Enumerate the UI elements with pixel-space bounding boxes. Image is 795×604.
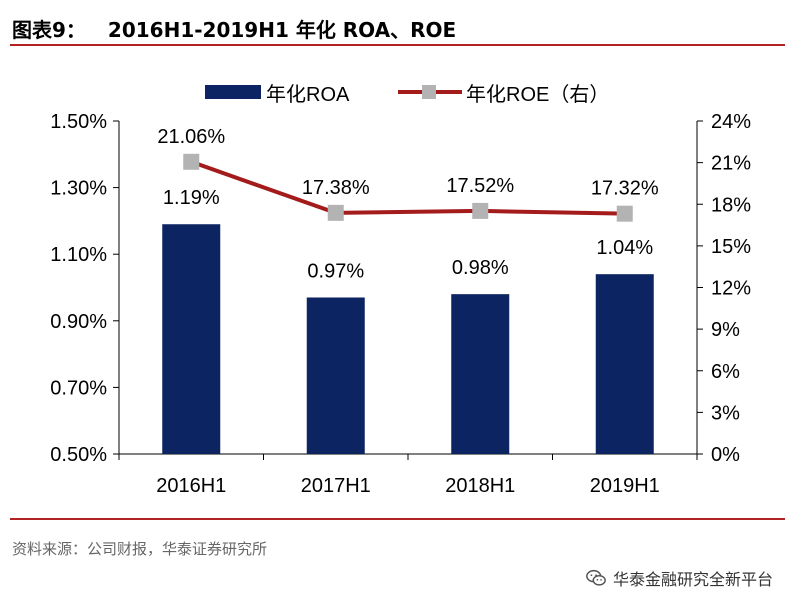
roa-data-label: 1.19% (163, 187, 220, 209)
x-tick-label: 2018H1 (445, 475, 515, 497)
roe-line (190, 159, 625, 216)
roa-bar (595, 274, 654, 454)
left-tick-label: 0.50% (50, 444, 107, 466)
bottom-divider (10, 518, 785, 520)
figure-title: 图表9： 2016H1-2019H1 年化 ROA、ROE (12, 14, 456, 43)
x-axis: 2016H1 2017H1 2018H1 2019H1 (118, 453, 698, 497)
roa-bar (451, 294, 510, 454)
roe-marker (472, 202, 489, 219)
roe-marker (327, 204, 344, 221)
legend-roe-marker (422, 85, 436, 99)
roe-data-label: 17.52% (446, 175, 514, 197)
watermark: 华泰金融研究全新平台 (585, 566, 773, 590)
legend-roa-label: 年化ROA (266, 83, 350, 106)
right-tick-label: 6% (711, 361, 740, 383)
right-tick-label: 12% (711, 278, 751, 300)
roa-data-label: 0.97% (307, 260, 364, 282)
right-tick-label: 24% (711, 111, 751, 133)
right-tick-label: 3% (711, 402, 740, 424)
left-tick-label: 0.70% (50, 377, 107, 399)
figure-label: 图表9： (12, 18, 86, 42)
left-tick-label: 1.30% (50, 178, 107, 200)
left-tick-label: 1.10% (50, 244, 107, 266)
roe-marker (183, 153, 200, 170)
roa-roe-chart: 年化ROA 年化ROE（右） 1.50% 1.30% 1.10% 0.90% 0.70%… (50, 83, 751, 497)
right-tick-label: 15% (711, 236, 751, 258)
roe-data-labels: 21.06% 17.38% 17.52% 17.32% (157, 126, 659, 200)
roe-data-label: 21.06% (157, 126, 225, 148)
roa-bar (306, 297, 365, 454)
roe-data-label: 17.32% (591, 178, 659, 200)
figure-header: 图表9： 2016H1-2019H1 年化 ROA、ROE (0, 0, 795, 48)
right-tick-label: 18% (711, 194, 751, 216)
right-y-axis: 24% 21% 18% 15% 12% 9% 6% 3% 0% (696, 111, 751, 466)
roe-line-series (183, 153, 633, 222)
legend-roa-swatch (205, 85, 261, 99)
left-tick-label: 0.90% (50, 311, 107, 333)
chart-legend: 年化ROA 年化ROE（右） (205, 83, 609, 106)
left-y-axis: 1.50% 1.30% 1.10% 0.90% 0.70% 0.50% (50, 111, 120, 466)
source-note: 资料来源：公司财报，华泰证券研究所 (12, 540, 268, 558)
x-tick-label: 2019H1 (590, 475, 660, 497)
legend-roe-label: 年化ROE（右） (466, 83, 609, 106)
right-tick-label: 9% (711, 319, 740, 341)
right-tick-label: 21% (711, 153, 751, 175)
roa-data-labels: 1.19% 0.97% 0.98% 1.04% (163, 187, 653, 282)
roe-marker (616, 205, 633, 222)
figure-title-text: 2016H1-2019H1 年化 ROA、ROE (107, 18, 457, 42)
watermark-text: 华泰金融研究全新平台 (612, 570, 773, 589)
roa-data-label: 0.98% (452, 257, 509, 279)
roa-bars (162, 224, 654, 454)
right-tick-label: 0% (711, 444, 740, 466)
x-tick-label: 2017H1 (301, 475, 371, 497)
left-tick-label: 1.50% (50, 111, 107, 133)
wechat-icon (586, 569, 606, 586)
x-tick-label: 2016H1 (156, 475, 226, 497)
roa-bar (162, 224, 221, 454)
roa-data-label: 1.04% (596, 237, 653, 259)
roe-data-label: 17.38% (302, 177, 370, 199)
top-divider (10, 44, 785, 46)
